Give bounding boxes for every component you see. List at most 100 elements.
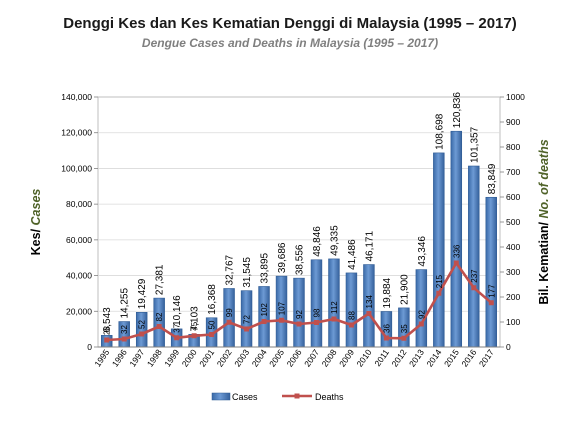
bar-cases-2015 xyxy=(450,130,463,348)
y-left-tick-label: 20,000 xyxy=(66,306,92,316)
marker-deaths-2003 xyxy=(244,326,250,332)
marker-deaths-1996 xyxy=(121,336,127,342)
x-tick-label-1996: 1996 xyxy=(110,347,129,368)
data-label-cases-2004: 33,895 xyxy=(260,252,271,283)
x-tick-label-2016: 2016 xyxy=(459,347,478,368)
gridlines xyxy=(98,132,500,312)
data-label-cases-2002: 32,767 xyxy=(225,254,236,285)
y-axis-left-label: Kes/ Cases xyxy=(29,189,43,256)
case-labels-group: 6,543 14,255 19,429 27,381 10,146 7,103 16,368… xyxy=(102,92,498,333)
data-label-cases-2014: 108,698 xyxy=(434,113,445,150)
data-label-cases-1996: 14,255 xyxy=(120,288,131,319)
marker-deaths-2013 xyxy=(418,321,424,327)
legend-label-deaths: Deaths xyxy=(315,392,344,402)
death-labels-group: 28 32 52 82 37 45 50 99 72 102 107 92 98 112 88 134 36 35… xyxy=(103,244,497,335)
y-right-tick-label: 900 xyxy=(506,117,520,127)
data-label-cases-2013: 43,346 xyxy=(417,236,428,267)
x-tick-label-2012: 2012 xyxy=(389,347,408,368)
y-right-tick-label: 1000 xyxy=(506,92,525,102)
data-label-deaths-2010: 134 xyxy=(365,295,374,309)
marker-deaths-2006 xyxy=(296,321,302,327)
y-axis-left-label-part2: Cases xyxy=(29,189,43,226)
data-label-deaths-2008: 112 xyxy=(330,301,339,314)
x-tick-label-2003: 2003 xyxy=(232,347,251,368)
legend: Cases Deaths xyxy=(211,392,344,402)
bar-cases-2013 xyxy=(415,269,428,348)
y-axis-right-label-part1: Bil. Kematian/ xyxy=(537,219,551,305)
y-right-tick-label: 800 xyxy=(506,142,520,152)
y-right-tick-label: 0 xyxy=(506,342,511,352)
x-tick-label-2007: 2007 xyxy=(302,347,321,368)
x-tick-label-2017: 2017 xyxy=(477,347,496,368)
data-label-cases-1997: 19,429 xyxy=(137,278,148,309)
y-right-tick-label: 300 xyxy=(506,267,520,277)
y-left-tick-label: 0 xyxy=(87,342,92,352)
x-tick-label-2005: 2005 xyxy=(267,347,286,368)
data-label-cases-2008: 49,335 xyxy=(329,225,340,256)
data-label-deaths-2016: 237 xyxy=(470,269,479,283)
y-left-tick-label: 80,000 xyxy=(66,199,92,209)
x-tick-label-2004: 2004 xyxy=(250,347,269,368)
marker-deaths-2002 xyxy=(226,319,232,325)
data-label-deaths-2005: 107 xyxy=(278,301,287,315)
x-axis: 1995199619971998199920002001200220032004… xyxy=(92,346,500,369)
bar-cases-2009 xyxy=(345,272,358,348)
data-label-deaths-2011: 36 xyxy=(382,324,391,333)
y-right-tick-label: 400 xyxy=(506,242,520,252)
legend-label-cases: Cases xyxy=(232,392,258,402)
y-left-tick-label: 40,000 xyxy=(66,271,92,281)
bar-cases-2016 xyxy=(468,165,480,348)
marker-deaths-1997 xyxy=(139,331,145,337)
y-axis-right-label-part2: No. of deaths xyxy=(537,139,551,218)
data-label-deaths-1995: 28 xyxy=(103,326,112,335)
x-tick-label-2006: 2006 xyxy=(285,347,304,368)
marker-deaths-2005 xyxy=(279,317,285,323)
y-right-tick-label: 700 xyxy=(506,167,520,177)
x-tick-label-1995: 1995 xyxy=(92,347,111,368)
data-label-deaths-2006: 92 xyxy=(295,310,304,319)
y-axis-left: 0 20,000 40,000 60,000 80,000 100,000 120,000 1… xyxy=(61,92,98,352)
data-label-cases-2015: 120,836 xyxy=(452,92,463,129)
data-label-cases-2000: 7,103 xyxy=(190,306,201,331)
y-left-tick-label: 100,000 xyxy=(61,163,92,173)
x-tick-label-2010: 2010 xyxy=(355,347,374,368)
marker-deaths-2000 xyxy=(191,333,197,339)
x-tick-label-2000: 2000 xyxy=(180,347,199,368)
x-tick-label-1997: 1997 xyxy=(127,347,146,368)
chart-title: Denggi Kes dan Kes Kematian Denggi di Ma… xyxy=(63,15,517,32)
y-left-tick-label: 60,000 xyxy=(66,235,92,245)
marker-deaths-1999 xyxy=(174,335,180,341)
data-label-cases-2016: 101,357 xyxy=(469,126,480,163)
x-tick-label-2013: 2013 xyxy=(407,347,426,368)
data-label-cases-1999: 10,146 xyxy=(172,295,183,326)
data-label-cases-2012: 21,900 xyxy=(399,274,410,305)
y-left-tick-label: 140,000 xyxy=(61,92,92,102)
marker-deaths-2012 xyxy=(401,335,407,341)
data-label-cases-2003: 31,545 xyxy=(242,257,253,288)
data-label-deaths-2014: 215 xyxy=(435,274,444,288)
y-right-tick-label: 100 xyxy=(506,317,520,327)
data-label-deaths-2003: 72 xyxy=(243,315,252,324)
data-label-deaths-2002: 99 xyxy=(225,308,234,317)
data-label-cases-2010: 46,171 xyxy=(364,231,375,262)
x-tick-label-2015: 2015 xyxy=(442,347,461,368)
marker-deaths-2001 xyxy=(209,332,215,337)
data-label-deaths-2017: 177 xyxy=(487,284,496,298)
data-label-deaths-1998: 82 xyxy=(155,312,164,321)
legend-swatch-deaths-marker xyxy=(294,393,300,399)
bar-cases-1998 xyxy=(153,297,165,348)
x-tick-label-1999: 1999 xyxy=(162,347,181,368)
data-label-cases-2017: 83,849 xyxy=(487,163,498,194)
data-label-deaths-2012: 35 xyxy=(400,324,409,333)
marker-deaths-2009 xyxy=(348,322,354,328)
y-right-tick-label: 500 xyxy=(506,217,520,227)
data-label-cases-2006: 38,556 xyxy=(295,244,306,275)
x-tick-label-2001: 2001 xyxy=(197,347,216,368)
data-label-cases-1995: 6,543 xyxy=(102,307,113,332)
data-label-cases-2007: 48,846 xyxy=(312,226,323,257)
data-label-deaths-2004: 102 xyxy=(260,303,269,317)
marker-deaths-2008 xyxy=(331,316,337,322)
y-left-tick-label: 120,000 xyxy=(61,128,92,138)
data-label-cases-2001: 16,368 xyxy=(207,284,218,315)
chart-subtitle: Dengue Cases and Deaths in Malaysia (199… xyxy=(142,36,438,50)
